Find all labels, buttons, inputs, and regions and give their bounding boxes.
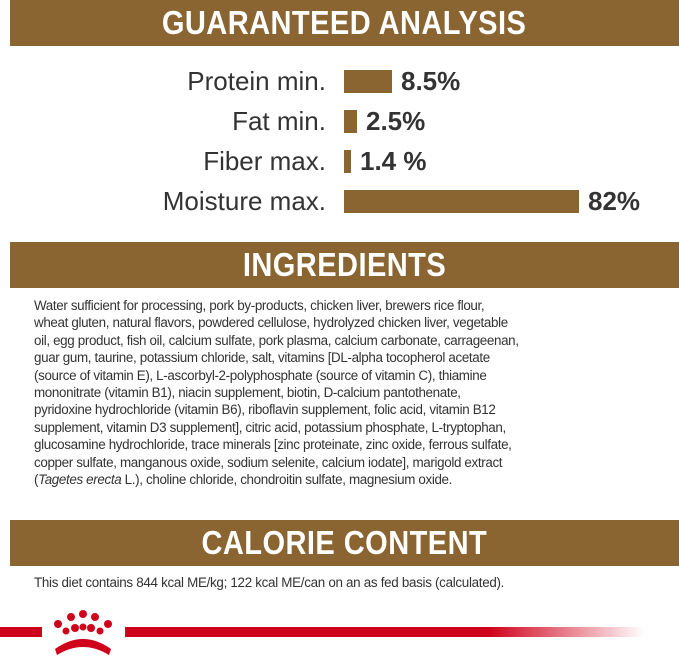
analysis-label: Protein min. (187, 66, 326, 96)
calorie-text: This diet contains 844 kcal ME/kg; 122 k… (34, 575, 505, 590)
analysis-bar (344, 110, 357, 133)
analysis-label: Fiber max. (203, 146, 326, 176)
analysis-row-protein: Protein min. 8.5% (0, 66, 679, 96)
crown-logo-icon (54, 610, 112, 655)
calorie-content-header: CALORIE CONTENT (10, 520, 679, 566)
analysis-row-moisture: Moisture max. 82% (0, 186, 679, 216)
analysis-label: Fat min. (232, 106, 326, 136)
analysis-bar (344, 150, 351, 173)
analysis-value: 2.5% (366, 106, 426, 136)
ingredients-header: INGREDIENTS (10, 242, 679, 288)
analysis-value: 1.4 % (360, 146, 427, 176)
brand-line-right (125, 627, 645, 637)
analysis-row-fiber: Fiber max. 1.4 % (0, 146, 679, 176)
ingredients-text: Water sufficient for processing, pork by… (34, 298, 519, 488)
ingredients-last-line: (Tagetes erecta L.), choline chloride, c… (34, 472, 453, 488)
analysis-row-fat: Fat min. 2.5% (0, 106, 679, 136)
analysis-bar (344, 190, 579, 213)
brand-line-left (0, 627, 42, 637)
analysis-bar (344, 70, 392, 93)
analysis-value: 8.5% (401, 66, 461, 96)
analysis-value: 82% (588, 186, 641, 216)
analysis-label: Moisture max. (162, 186, 326, 216)
guaranteed-analysis-header: GUARANTEED ANALYSIS (10, 0, 679, 46)
